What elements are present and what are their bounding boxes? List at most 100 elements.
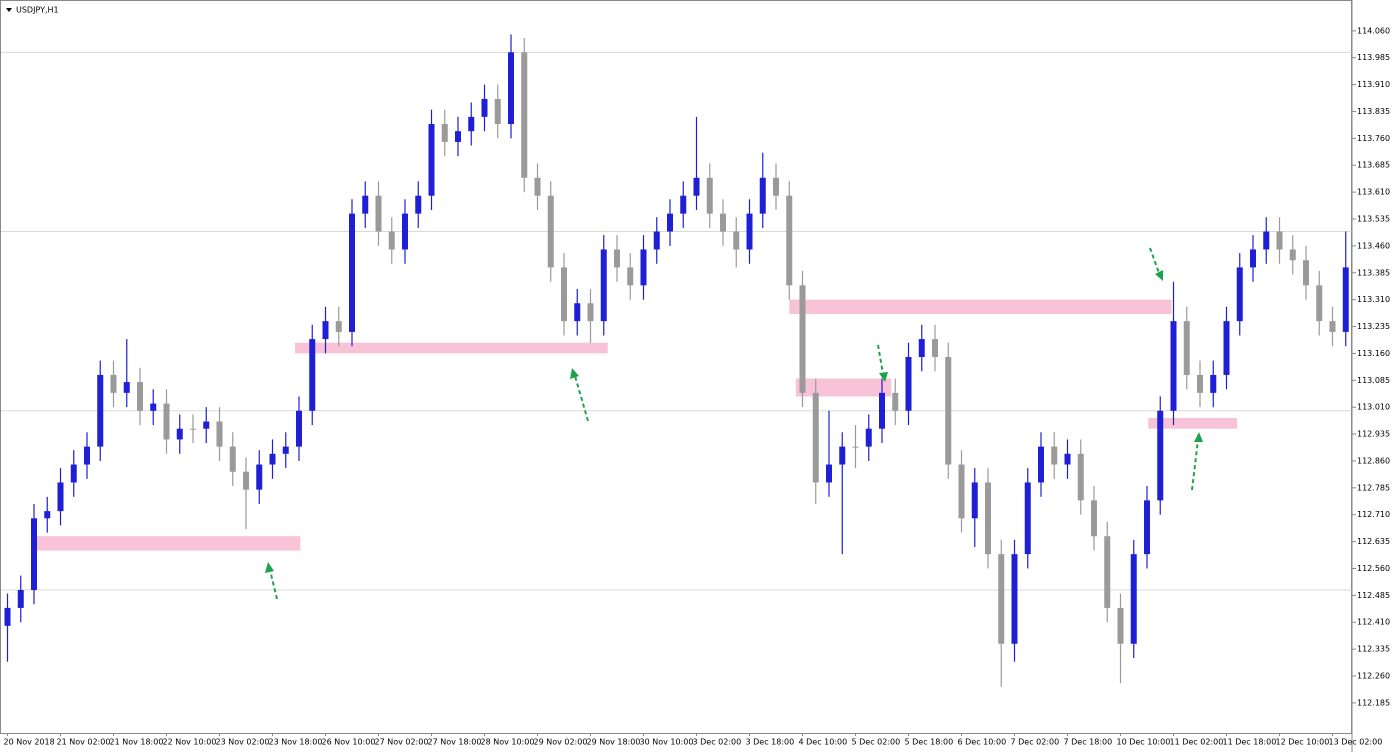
y-tick-label: 114.060 (1357, 26, 1390, 35)
candle-body (667, 213, 673, 232)
chart-title: USDJPY,H1 (16, 6, 59, 15)
candle-body (243, 471, 249, 490)
candle-body (123, 382, 130, 393)
candle-body (455, 131, 461, 142)
x-tick-label: 29 Nov 02:00 (534, 738, 588, 747)
candle-body (971, 482, 978, 519)
candle-body (706, 177, 713, 214)
candle-body (918, 339, 925, 358)
x-tick-label: 23 Nov 18:00 (269, 738, 323, 747)
y-tick-label: 112.935 (1357, 430, 1390, 439)
candle-body (190, 428, 196, 430)
candle-body (335, 321, 342, 332)
candle-body (534, 177, 541, 196)
candle-body (282, 446, 289, 454)
candle-body (1011, 554, 1018, 644)
arrow (269, 569, 278, 600)
candle-body (441, 124, 448, 142)
candle-body (773, 177, 779, 196)
candle-body (905, 357, 912, 411)
candle-body (349, 213, 355, 332)
y-tick-label: 113.985 (1357, 53, 1390, 62)
candle-body (759, 177, 766, 214)
candle-body (799, 285, 806, 393)
candle-body (1236, 267, 1243, 322)
candle-body (839, 446, 846, 465)
x-tick-label: 10 Dec 10:00 (1117, 738, 1171, 747)
candle-body (1077, 453, 1084, 501)
candle-body (508, 52, 514, 125)
x-tick-label: 27 Nov 18:00 (428, 738, 482, 747)
candle-body (521, 52, 528, 178)
candle-body (627, 267, 634, 286)
candle-body (269, 453, 276, 465)
candle-body (1263, 231, 1270, 250)
candle-body (402, 213, 408, 250)
plot-frame (0, 0, 1352, 734)
arrow (574, 375, 589, 422)
arrow (1149, 247, 1160, 274)
candle-body (1064, 453, 1071, 465)
candle-body (1183, 321, 1190, 375)
candle-body (812, 392, 819, 483)
candle-body (1276, 231, 1283, 250)
candle-body (587, 303, 594, 322)
candle-body (998, 554, 1005, 644)
x-tick-label: 3 Dec 18:00 (746, 738, 795, 747)
arrowhead (879, 372, 888, 382)
candle-body (1170, 321, 1177, 411)
y-tick-label: 112.185 (1357, 698, 1390, 707)
candle-body (1223, 321, 1230, 375)
candle-body (1038, 446, 1044, 483)
candle-body (1130, 554, 1137, 644)
x-tick-label: 5 Dec 18:00 (905, 738, 954, 747)
x-tick-label: 23 Nov 02:00 (216, 738, 270, 747)
y-tick-label: 112.260 (1357, 672, 1390, 681)
y-tick-label: 113.910 (1357, 80, 1390, 89)
title-arrow (6, 8, 12, 12)
candle-body (375, 195, 382, 232)
x-tick-label: 7 Dec 18:00 (1064, 738, 1113, 747)
x-tick-label: 28 Nov 10:00 (481, 738, 535, 747)
y-tick-label: 112.635 (1357, 537, 1390, 546)
y-tick-label: 112.785 (1357, 483, 1390, 492)
zone (295, 342, 608, 354)
candle-body (614, 249, 620, 268)
candle-body (826, 464, 832, 483)
candle-body (1250, 249, 1256, 268)
candle-body (1024, 482, 1031, 555)
candle-body (256, 464, 263, 490)
candle-body (428, 124, 435, 196)
arrow (877, 344, 884, 375)
candle-body (362, 195, 369, 214)
y-tick-label: 112.710 (1357, 510, 1390, 519)
candle-body (865, 428, 872, 447)
candle-body (110, 374, 117, 393)
candle-body (4, 607, 11, 626)
candle-body (229, 446, 236, 472)
zone (1148, 417, 1238, 429)
x-tick-label: 22 Nov 10:00 (163, 738, 217, 747)
y-tick-label: 113.085 (1357, 376, 1390, 385)
y-tick-label: 112.560 (1357, 564, 1390, 573)
candle-body (70, 464, 77, 483)
y-tick-label: 113.535 (1357, 215, 1390, 224)
candle-body (481, 98, 488, 117)
zone-layer (36, 299, 1238, 551)
candle-body (733, 231, 740, 250)
candle-body (44, 511, 51, 519)
level-layer (1, 51, 1352, 591)
y-tick-label: 113.160 (1357, 349, 1390, 358)
candle-body (309, 339, 316, 411)
arrowhead (1194, 432, 1203, 442)
y-tick-label: 113.235 (1357, 322, 1390, 331)
y-tick-label: 113.310 (1357, 295, 1390, 304)
x-tick-label: 6 Dec 10:00 (958, 738, 1007, 747)
candle-body (985, 482, 991, 555)
zone (789, 299, 1172, 314)
candle-body (746, 213, 753, 250)
candle-body (693, 177, 700, 196)
x-tick-label: 4 Dec 10:00 (799, 738, 848, 747)
x-tick-label: 11 Dec 18:00 (1223, 738, 1277, 747)
